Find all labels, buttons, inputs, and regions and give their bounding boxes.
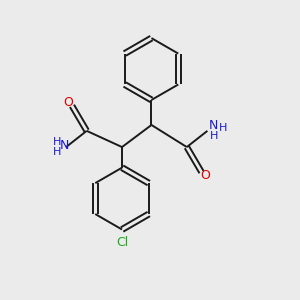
Text: Cl: Cl [116,236,128,249]
Text: N: N [60,139,69,152]
Text: O: O [64,96,74,109]
Text: H: H [210,131,218,141]
Text: O: O [200,169,210,182]
Text: N: N [209,119,219,132]
Text: H: H [53,147,61,158]
Text: H: H [53,137,61,147]
Text: H: H [218,123,227,133]
